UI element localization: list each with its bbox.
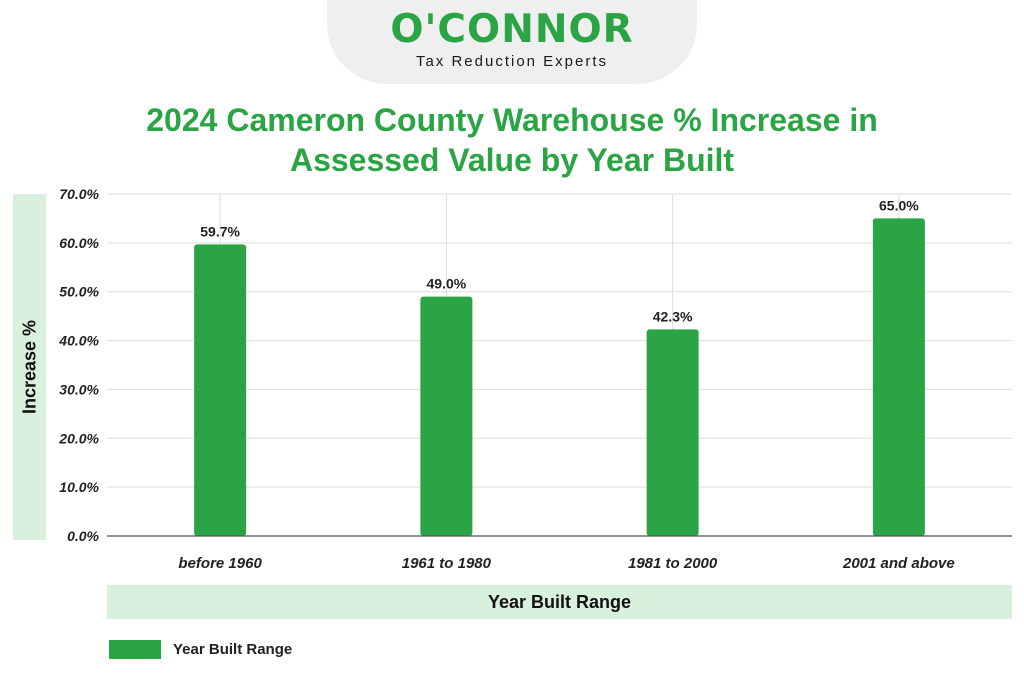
brand-logo: O'CONNOR Tax Reduction Experts (327, 0, 697, 84)
brand-tagline: Tax Reduction Experts (415, 53, 609, 70)
y-tick-label: 0.0% (67, 528, 99, 544)
brand-wordmark: O'CONNOR (390, 7, 634, 52)
y-axis-label-band (13, 194, 46, 540)
data-label: 49.0% (427, 276, 467, 292)
x-axis-label: Year Built Range (107, 585, 1012, 619)
x-tick-label: 2001 and above (842, 555, 955, 572)
y-tick-label: 70.0% (59, 186, 99, 202)
x-tick-label: before 1960 (178, 555, 262, 572)
data-label: 59.7% (200, 223, 240, 239)
y-tick-label: 40.0% (58, 333, 99, 349)
y-tick-label: 10.0% (59, 479, 99, 495)
bar (646, 329, 699, 536)
y-tick-label: 30.0% (59, 381, 99, 397)
bar (194, 244, 247, 536)
x-tick-label: 1981 to 2000 (628, 555, 718, 572)
legend-label: Year Built Range (173, 641, 293, 658)
bar (872, 218, 925, 536)
chart-title: 2024 Cameron County Warehouse % Increase… (146, 102, 878, 178)
x-tick-label: 1961 to 1980 (402, 555, 492, 572)
y-tick-label: 50.0% (59, 284, 99, 300)
y-tick-label: 60.0% (59, 235, 99, 251)
data-label: 65.0% (879, 197, 919, 213)
bar (420, 296, 473, 536)
legend-swatch (109, 640, 161, 659)
y-tick-label: 20.0% (58, 430, 99, 446)
data-label: 42.3% (653, 308, 693, 324)
